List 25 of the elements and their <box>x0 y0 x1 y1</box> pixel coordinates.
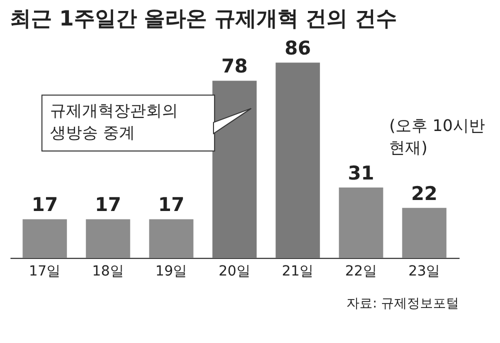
x-tick-label: 21일 <box>282 263 314 280</box>
data-label: 22 <box>411 182 438 205</box>
x-tick-label: 17일 <box>28 263 61 280</box>
text: 자료: 규제정보포털 <box>346 296 460 312</box>
data-label: 17 <box>94 194 122 216</box>
x-tick-label: 18일 <box>92 263 124 280</box>
bar <box>149 219 194 258</box>
bar <box>402 208 446 258</box>
bar <box>276 62 320 258</box>
bar <box>338 187 384 258</box>
bar <box>212 80 257 258</box>
x-tick-label: 20일 <box>218 263 250 280</box>
data-label: 86 <box>284 38 311 60</box>
x-tick-label: 19일 <box>155 263 188 280</box>
data-label: 17 <box>32 194 58 216</box>
chart-title: 최근 1주일간 올라온 규제개혁 건의 건수 <box>10 6 397 30</box>
x-tick-label: 22일 <box>345 263 377 280</box>
annotation: 규제개혁장관회의 생방송 중계 <box>50 101 178 142</box>
data-label: 78 <box>221 56 248 78</box>
data-label: 31 <box>348 162 374 184</box>
bar <box>86 219 130 258</box>
annotation: (오후 10시반 현재) <box>389 116 485 158</box>
data-label: 17 <box>158 194 184 216</box>
x-tick-label: 23일 <box>408 263 440 280</box>
bar <box>22 219 67 258</box>
